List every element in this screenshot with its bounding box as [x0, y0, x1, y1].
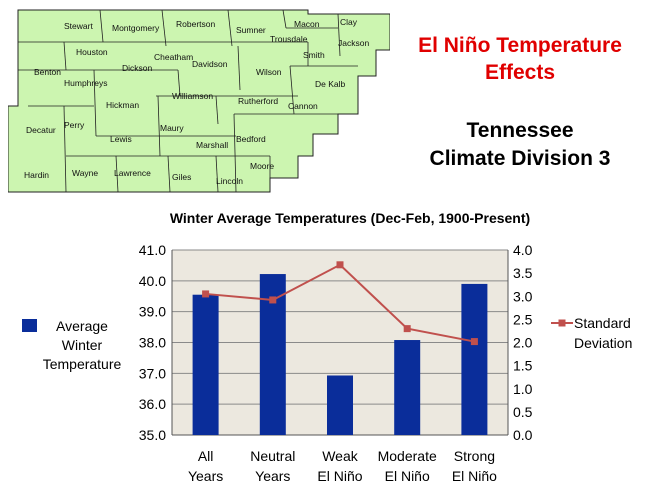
county-label: Davidson: [192, 59, 228, 69]
county-label: Macon: [294, 19, 320, 29]
x-tick-label: El Niño: [452, 468, 497, 484]
division-outline: [8, 9, 390, 193]
county-label: De Kalb: [315, 79, 346, 89]
legend-swatch-marker: [558, 319, 566, 327]
page-subtitle: Tennessee Climate Division 3: [400, 117, 640, 173]
legend-label-bar: Temperature: [43, 356, 122, 372]
county-label: Bedford: [236, 134, 266, 144]
county-label: Hardin: [24, 170, 49, 180]
county-label: Clay: [340, 17, 358, 27]
county-label: Robertson: [176, 19, 215, 29]
std-dev-marker: [269, 296, 277, 304]
legend-label-bar: Average: [56, 318, 108, 334]
county-label: Trousdale: [270, 34, 308, 44]
county-label: Wilson: [256, 67, 282, 77]
county-label: Humphreys: [64, 78, 107, 88]
y-tick-label: 38.0: [139, 335, 166, 351]
x-tick-label: Years: [188, 468, 223, 484]
title-line-2: Effects: [484, 61, 556, 84]
county-label: Stewart: [64, 21, 93, 31]
county-label: Lawrence: [114, 168, 151, 178]
county-label: Maury: [160, 123, 184, 133]
x-tick-label: Neutral: [250, 448, 295, 464]
bar: [394, 340, 421, 435]
county-label: Moore: [250, 161, 274, 171]
x-tick-label: Moderate: [378, 448, 437, 464]
page-title: El Niño Temperature Effects: [400, 32, 640, 86]
std-dev-marker: [470, 338, 478, 346]
y2-tick-label: 0.0: [513, 427, 533, 443]
y2-tick-label: 3.0: [513, 288, 533, 304]
subtitle-line-2: Climate Division 3: [429, 147, 611, 170]
county-label: Marshall: [196, 140, 228, 150]
y2-tick-label: 3.5: [513, 265, 533, 281]
y2-tick-label: 4.0: [513, 242, 533, 258]
county-label: Lewis: [110, 134, 132, 144]
tennessee-county-map: Stewart Montgomery Robertson Sumner Maco…: [8, 6, 390, 200]
bar: [461, 283, 488, 435]
x-tick-label: Strong: [454, 448, 495, 464]
county-label: Rutherford: [238, 96, 278, 106]
x-tick-label: All: [198, 448, 214, 464]
county-label: Dickson: [122, 63, 153, 73]
temperature-chart: 35.0 36.0 37.0 38.0 39.0 40.0 41.0 0.0 0.5 1.0 1.5…: [0, 230, 650, 500]
x-tick-label: El Niño: [385, 468, 430, 484]
county-borders: [18, 9, 358, 193]
y-tick-label: 37.0: [139, 365, 166, 381]
y-tick-label: 39.0: [139, 304, 166, 320]
legend-label-bar: Winter: [62, 337, 103, 353]
legend-swatch-bar: [22, 319, 37, 332]
std-dev-marker: [336, 261, 344, 269]
chart-title: Winter Average Temperatures (Dec-Feb, 19…: [169, 210, 531, 226]
legend-label-line: Deviation: [574, 335, 632, 351]
y2-tick-label: 2.0: [513, 335, 533, 351]
bar: [192, 294, 219, 435]
county-label: Wayne: [72, 168, 98, 178]
county-label: Cheatham: [154, 52, 193, 62]
county-label: Hickman: [106, 100, 139, 110]
county-label: Jackson: [338, 38, 369, 48]
title-line-1: El Niño Temperature: [418, 34, 622, 57]
county-label: Smith: [303, 50, 325, 60]
bar: [327, 375, 353, 435]
county-label: Perry: [64, 120, 85, 130]
y-tick-label: 41.0: [139, 242, 166, 258]
county-labels: Stewart Montgomery Robertson Sumner Maco…: [24, 17, 369, 186]
county-label: Benton: [34, 67, 61, 77]
county-label: Houston: [76, 47, 108, 57]
y2-tick-label: 2.5: [513, 311, 533, 327]
x-tick-label: Weak: [322, 448, 359, 464]
county-label: Williamson: [172, 91, 213, 101]
y2-tick-label: 0.5: [513, 404, 533, 420]
county-label: Sumner: [236, 25, 266, 35]
county-label: Lincoln: [216, 176, 243, 186]
county-label: Decatur: [26, 125, 56, 135]
std-dev-marker: [403, 325, 411, 333]
subtitle-line-1: Tennessee: [466, 119, 574, 142]
county-map-svg: Stewart Montgomery Robertson Sumner Maco…: [8, 9, 390, 193]
x-tick-label: Years: [255, 468, 290, 484]
x-tick-label: El Niño: [317, 468, 362, 484]
y2-tick-label: 1.5: [513, 358, 533, 374]
county-label: Cannon: [288, 101, 318, 111]
std-dev-marker: [202, 290, 210, 298]
y-tick-label: 36.0: [139, 396, 166, 412]
y2-tick-label: 1.0: [513, 381, 533, 397]
y-tick-label: 40.0: [139, 273, 166, 289]
legend-label-line: Standard: [574, 315, 631, 331]
y-tick-label: 35.0: [139, 427, 166, 443]
county-label: Giles: [172, 172, 191, 182]
chart-svg: 35.0 36.0 37.0 38.0 39.0 40.0 41.0 0.0 0.5 1.0 1.5…: [22, 242, 632, 484]
county-label: Montgomery: [112, 23, 160, 33]
